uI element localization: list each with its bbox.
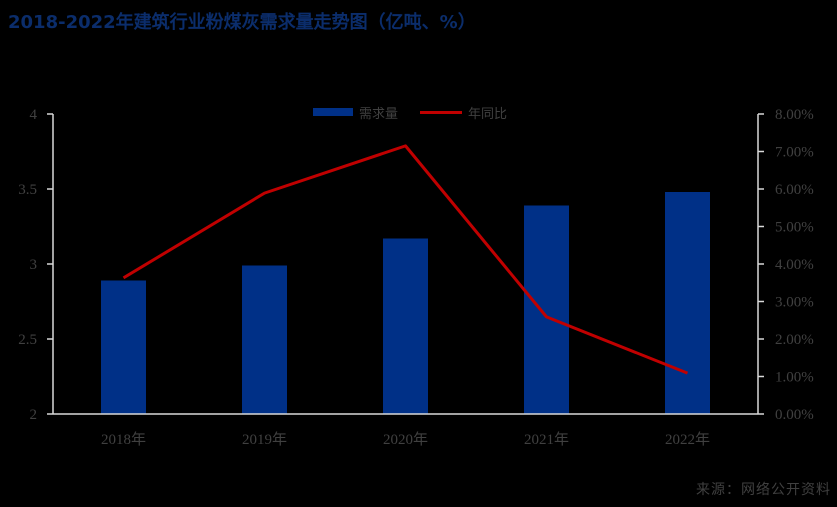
legend-item-demand: 需求量	[313, 103, 398, 122]
y2-tick-label: 1.00%	[775, 370, 814, 386]
y2-tick-label: 4.00%	[775, 257, 814, 273]
x-tick-label: 2021年	[524, 431, 569, 448]
demand-bar	[383, 238, 428, 414]
legend-bar-swatch-icon	[313, 108, 353, 116]
x-tick-label: 2022年	[665, 431, 710, 448]
x-axis-labels: 2018年 2019年 2020年 2021年 2022年	[101, 431, 710, 448]
x-tick-label: 2019年	[242, 431, 287, 448]
yoy-line	[122, 144, 689, 375]
left-axis-ticks: 2 2.5 3 3.5 4	[18, 107, 53, 423]
demand-bar	[101, 280, 146, 414]
demand-bar	[242, 265, 287, 414]
y2-tick-label: 3.00%	[775, 295, 814, 311]
y-tick-label: 3	[30, 257, 38, 273]
demand-bar	[524, 205, 569, 414]
legend-line-swatch-icon	[420, 110, 463, 114]
legend-item-yoy: 年同比	[420, 103, 507, 122]
legend-label-yoy: 年同比	[468, 106, 508, 122]
legend-label-demand: 需求量	[359, 106, 399, 122]
y2-tick-label: 0.00%	[775, 407, 814, 423]
right-axis-ticks: 0.00% 1.00% 2.00% 3.00% 4.00% 5.00% 6.00% 7.00%…	[758, 107, 814, 423]
y-tick-label: 2.5	[18, 332, 37, 348]
y-tick-label: 4	[30, 107, 38, 123]
y2-tick-label: 2.00%	[775, 332, 814, 348]
y-tick-label: 3.5	[18, 182, 37, 198]
y-tick-label: 2	[30, 407, 38, 423]
y2-tick-label: 8.00%	[775, 107, 814, 123]
y2-tick-label: 7.00%	[775, 145, 814, 161]
y2-tick-label: 5.00%	[775, 220, 814, 236]
demand-bars	[101, 192, 710, 414]
y2-tick-label: 6.00%	[775, 182, 814, 198]
source-note: 来源：网络公开资料	[696, 482, 831, 498]
x-tick-label: 2020年	[383, 431, 428, 448]
x-tick-label: 2018年	[101, 431, 146, 448]
demand-bar	[665, 192, 710, 414]
chart-title: 2018-2022年建筑行业粉煤灰需求量走势图（亿吨、%）	[8, 12, 476, 33]
legend: 需求量 年同比	[313, 102, 529, 122]
